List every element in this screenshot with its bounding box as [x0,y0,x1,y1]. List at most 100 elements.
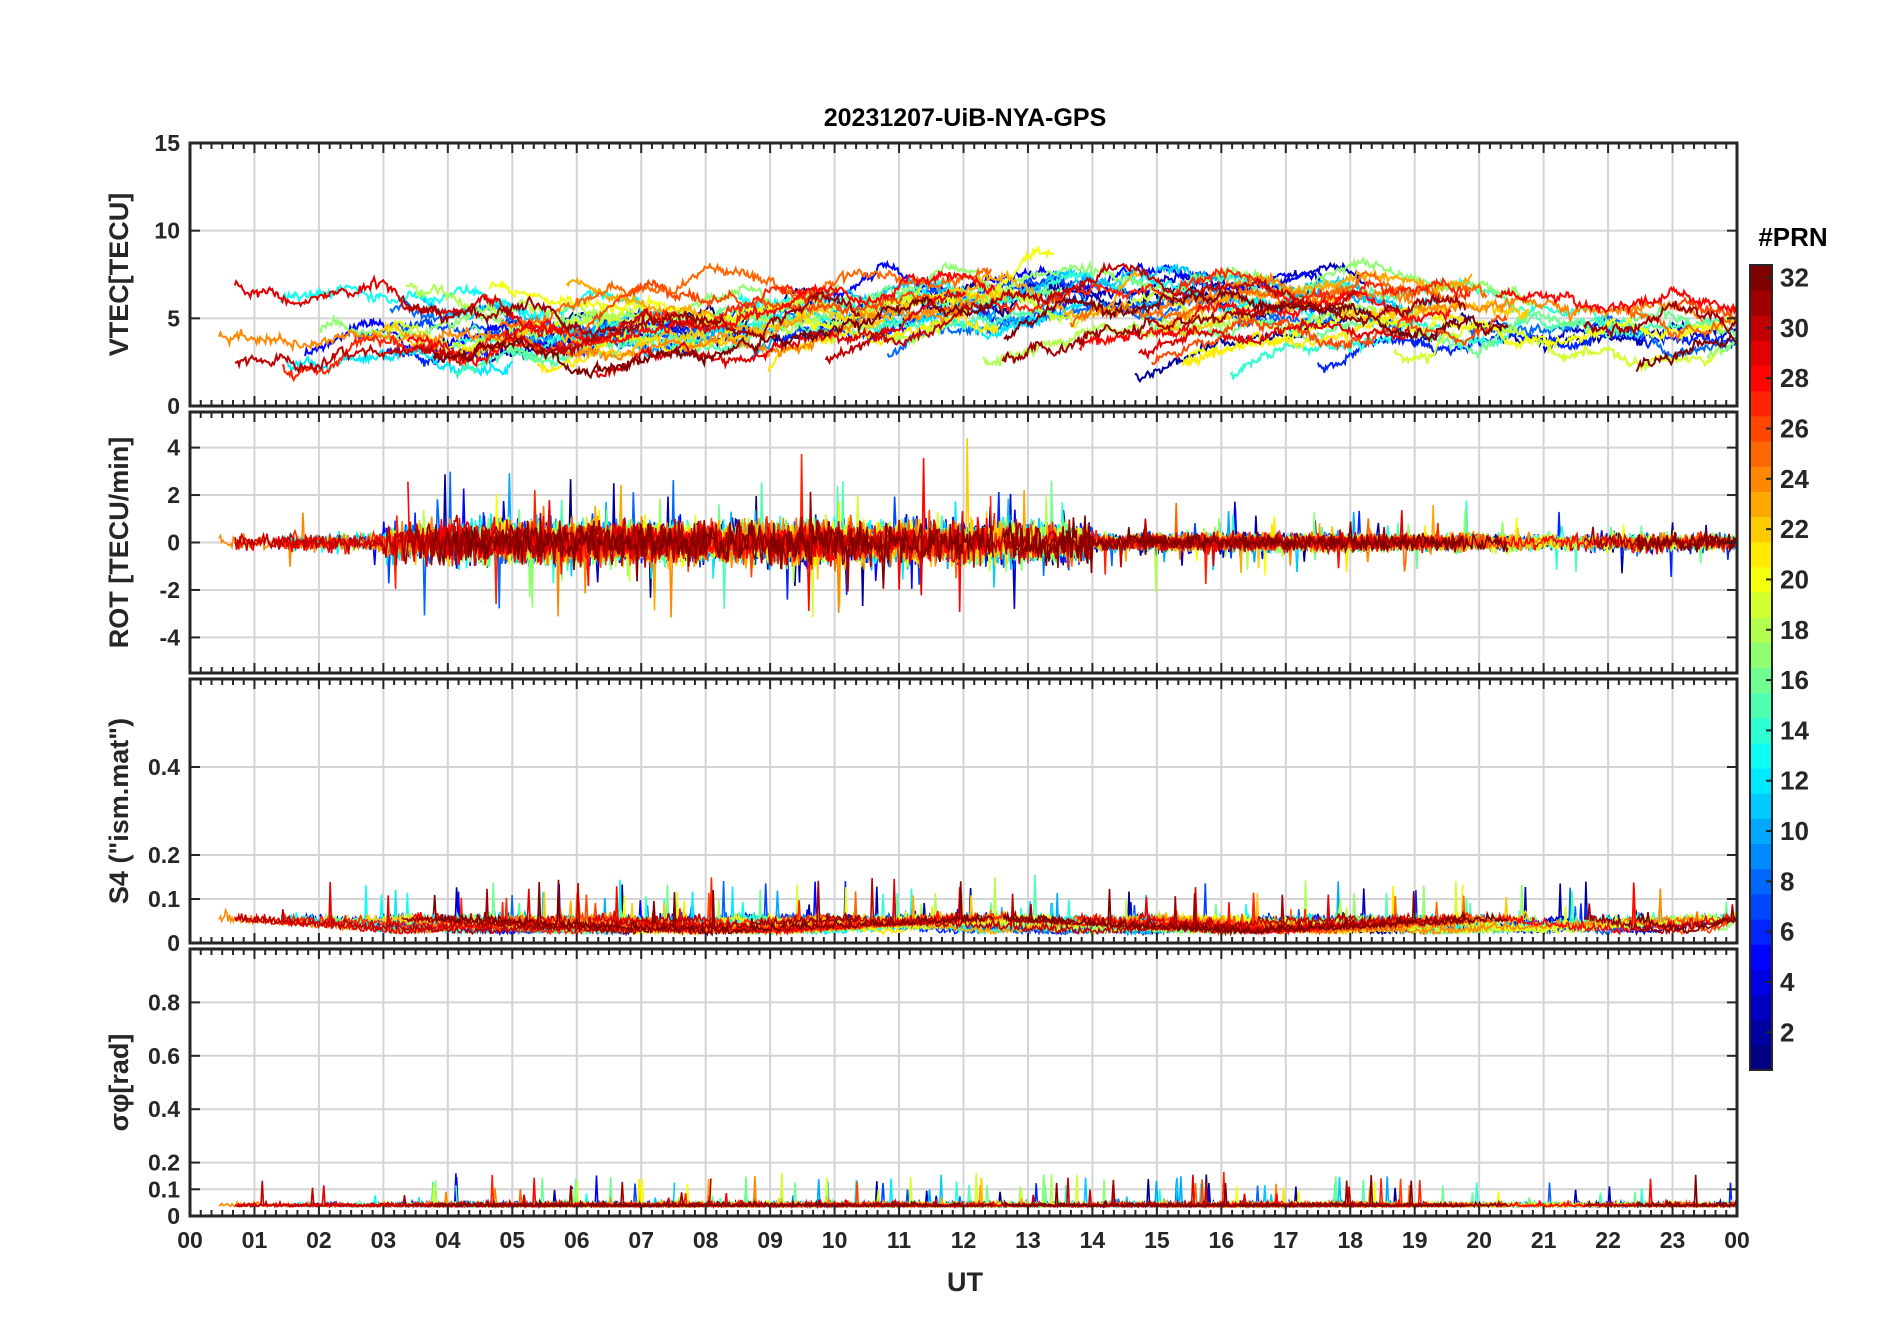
y-tick-label: 0.6 [148,1043,180,1069]
prn-trace [233,274,567,338]
prn-trace [599,290,981,362]
colorbar-swatch [1750,667,1772,694]
colorbar-swatch [1750,642,1772,668]
prn-trace [234,882,712,936]
colorbar-swatch [1750,566,1772,593]
y-tick-label: 0.2 [148,842,180,868]
prn-trace [1542,315,1736,355]
y-tick-label: 0.1 [148,886,180,912]
prn-trace [1635,331,1737,373]
ticks-vtec [189,142,1738,407]
colorbar-tick-label: 28 [1780,363,1809,393]
colorbar-tick-label: 16 [1780,665,1809,695]
x-tick-label: 23 [1660,1227,1686,1253]
colorbar-swatch [1750,868,1772,895]
prn-trace [886,290,1401,358]
x-tick-label: 22 [1595,1227,1621,1253]
y-tick-label: 0.4 [148,754,180,780]
y-tick-label: -2 [160,577,180,603]
panel-sigma: 00.10.2 0.4 0.6 0.8 σφ[rad] 00 01 02 03 04 05 06 07 0… [104,947,1750,1253]
ticks-sigma [189,949,1738,1217]
colorbar-swatch [1750,516,1772,543]
y-tick-label: -4 [160,624,181,650]
prn-trace [1069,269,1488,328]
prn-trace [1003,515,1509,574]
x-tick-label: 19 [1402,1227,1428,1253]
prn-trace [1001,293,1467,364]
y-tick-label: 0 [167,930,180,956]
y-tick-label: 0 [167,1203,180,1229]
traces-sigma [218,1171,1737,1210]
y-axis-label-rot: ROT [TECU/min] [104,437,134,648]
traces-vtec [218,245,1737,383]
colorbar-swatch [1750,340,1772,367]
prn-trace [218,326,600,360]
colorbar-swatch [1750,919,1772,945]
colorbar-tick-label: 8 [1780,866,1794,896]
prn-trace [1003,888,1509,936]
x-tick-label: 00 [177,1227,203,1253]
x-tick-label: 08 [693,1227,719,1253]
colorbar-tick-label: 18 [1780,615,1809,645]
colorbar-swatch [1750,390,1772,417]
x-tick-label: 15 [1144,1227,1170,1253]
y-axis-label-sigma: σφ[rad] [104,1034,134,1132]
x-tick-label: 02 [306,1227,332,1253]
x-axis-label: UT [947,1267,983,1297]
y-tick-label: 0.8 [148,989,180,1015]
colorbar-swatch [1750,365,1772,392]
prn-trace [1495,285,1737,316]
y-tick-label: 0 [167,393,180,419]
prn-trace [499,262,992,330]
x-tick-label: 05 [499,1227,525,1253]
colorbar-swatch [1750,944,1772,970]
colorbar-frame [1749,264,1773,1071]
colorbar-swatch [1750,541,1772,568]
prn-trace [401,880,860,936]
x-tick-label: 03 [371,1227,397,1253]
prn-trace [1150,313,1508,366]
colorbar-swatch [1750,1019,1772,1046]
colorbar-tick-label: 26 [1780,414,1809,444]
prn-trace [1583,903,1737,936]
prn-trace [824,518,1358,568]
prn-trace [1003,1175,1509,1209]
colorbar-swatch [1750,843,1772,870]
prn-trace [432,512,994,589]
prn-trace [1393,321,1719,374]
colorbar-swatch [1750,818,1772,845]
colorbar-tick-label: 20 [1780,564,1809,594]
prn-trace [824,261,1358,366]
colorbar-swatch [1750,768,1772,794]
y-tick-label: 0 [167,530,180,556]
x-tick-label: 20 [1466,1227,1492,1253]
prn-trace [433,1198,994,1210]
colorbar-swatch [1750,717,1772,744]
colorbar-swatch [1750,441,1772,467]
x-tick-label: 13 [1015,1227,1041,1253]
y-tick-label: 4 [167,435,180,461]
prn-trace [432,879,994,937]
x-tick-label: 16 [1209,1227,1235,1253]
y-tick-label: 0.4 [148,1096,180,1122]
colorbar-swatch [1750,692,1772,719]
colorbar-tick-label: 6 [1780,917,1794,947]
prn-trace [401,291,861,342]
colorbar-tick-label: 24 [1780,464,1809,494]
colorbar-swatch [1750,415,1772,442]
ticks-s4 [189,679,1738,944]
x-tick-label: 18 [1337,1227,1363,1253]
prn-trace [825,877,1358,935]
y-axis-label-vtec: VTEC[TECU] [104,193,134,357]
prn-trace [1676,296,1737,320]
colorbar-tick-label: 14 [1780,715,1809,745]
colorbar-swatch [1750,466,1772,492]
figure-title: 20231207-UiB-NYA-GPS [824,104,1107,132]
prn-trace [1138,318,1411,361]
prn-trace [565,276,830,340]
prn-trace [1078,288,1452,352]
prn-trace [432,296,994,380]
colorbar-swatch [1750,969,1772,996]
x-tick-label: 10 [822,1227,848,1253]
